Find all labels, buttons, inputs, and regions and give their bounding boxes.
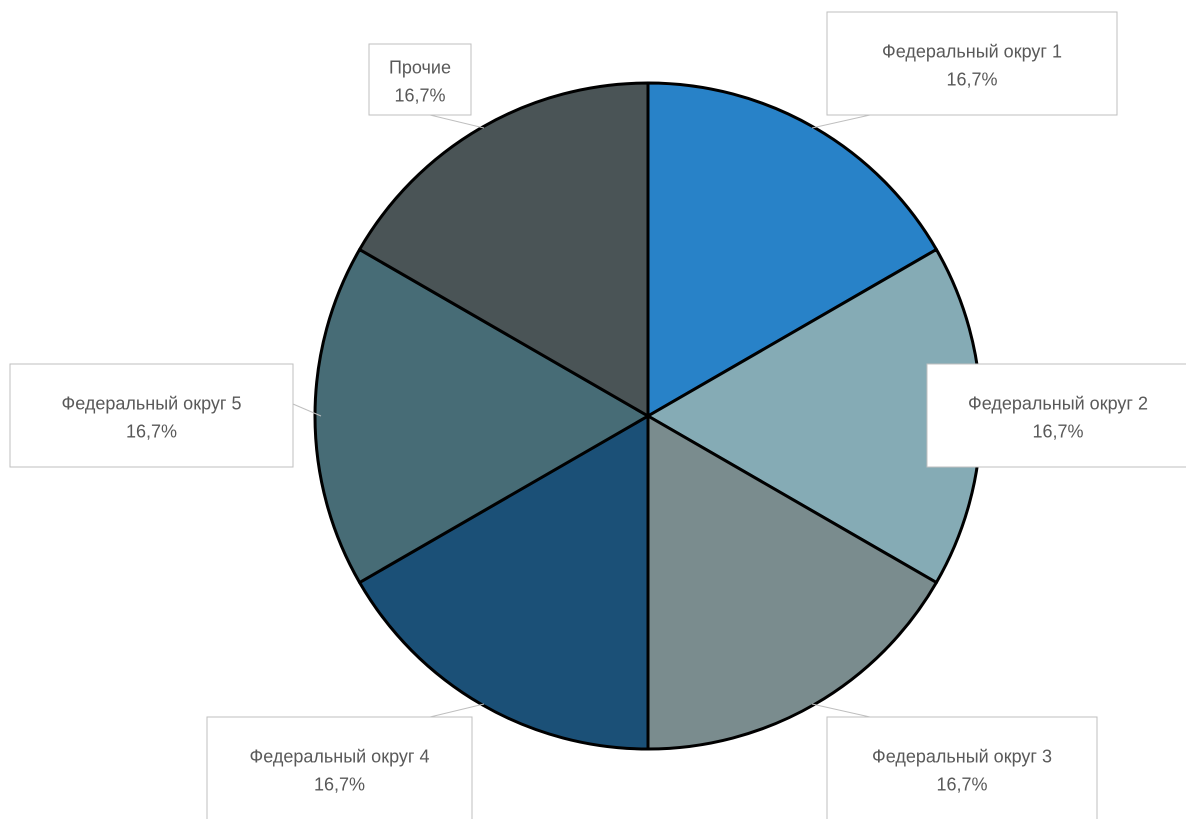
pie-slices — [313, 81, 983, 751]
slice-name-label: Прочие — [389, 58, 451, 78]
data-label-4: Федеральный округ 4 16,7% — [206, 716, 473, 821]
data-label-box — [826, 11, 1118, 116]
slice-percent-label: 16,7% — [314, 775, 365, 795]
slice-percent-label: 16,7% — [126, 422, 177, 442]
slice-percent-label: 16,7% — [1032, 422, 1083, 442]
data-label-box — [826, 716, 1098, 821]
slice-percent-label: 16,7% — [394, 86, 445, 106]
data-label-3: Федеральный округ 3 16,7% — [826, 716, 1098, 821]
data-label-box — [206, 716, 473, 821]
slice-name-label: Федеральный округ 2 — [968, 394, 1148, 414]
data-labels: Федеральный округ 116,7%Федеральный окру… — [9, 11, 1186, 821]
leader-line-6 — [429, 114, 485, 129]
data-label-box — [368, 43, 472, 116]
leader-line-1 — [811, 114, 871, 129]
data-label-2: Федеральный округ 2 16,7% — [926, 363, 1186, 468]
slice-name-label: Федеральный округ 4 — [250, 747, 430, 767]
data-label-box — [9, 363, 294, 468]
slice-name-label: Федеральный округ 1 — [882, 42, 1062, 62]
slice-percent-label: 16,7% — [946, 70, 997, 90]
data-label-1: Федеральный округ 1 16,7% — [826, 11, 1118, 116]
leader-line-3 — [811, 703, 871, 718]
slice-name-label: Федеральный округ 3 — [872, 747, 1052, 767]
pie-slice-5 — [313, 248, 650, 584]
leader-lines — [292, 114, 871, 718]
slice-percent-label: 16,7% — [936, 775, 987, 795]
data-label-6: Прочие 16,7% — [368, 43, 472, 116]
leader-line-4 — [429, 703, 485, 718]
slice-name-label: Федеральный округ 5 — [62, 394, 242, 414]
data-label-5: Федеральный округ 5 16,7% — [9, 363, 294, 468]
leader-line-5 — [292, 403, 322, 417]
data-label-box — [926, 363, 1186, 468]
